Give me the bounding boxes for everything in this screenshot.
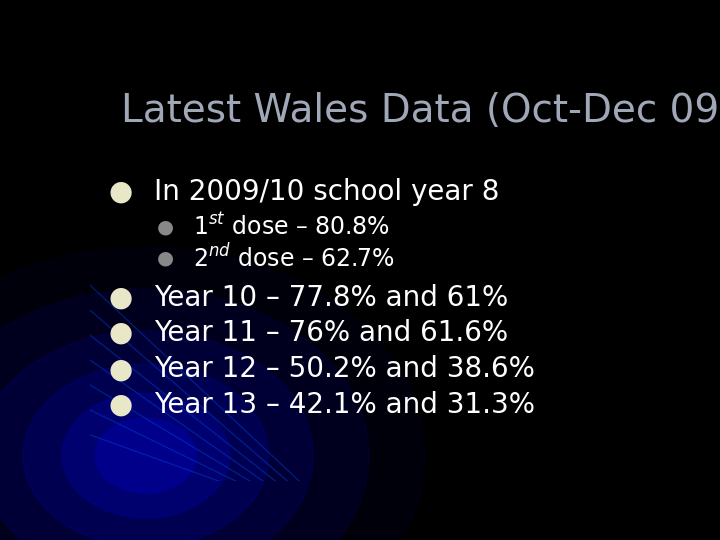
Text: Year 10 – 77.8% and 61%: Year 10 – 77.8% and 61%	[154, 284, 508, 312]
Circle shape	[62, 393, 230, 518]
Text: 2$^{nd}$ dose – 62.7%: 2$^{nd}$ dose – 62.7%	[193, 244, 395, 272]
Text: 1$^{st}$ dose – 80.8%: 1$^{st}$ dose – 80.8%	[193, 214, 390, 240]
Text: ●: ●	[109, 319, 132, 347]
Text: In 2009/10 school year 8: In 2009/10 school year 8	[154, 178, 500, 206]
Text: ●: ●	[109, 178, 132, 206]
Text: ●: ●	[109, 355, 132, 383]
Circle shape	[0, 289, 369, 540]
Text: ●: ●	[157, 218, 174, 237]
Circle shape	[0, 248, 425, 540]
Circle shape	[96, 418, 196, 493]
Text: Year 11 – 76% and 61.6%: Year 11 – 76% and 61.6%	[154, 319, 508, 347]
Text: ●: ●	[109, 284, 132, 312]
Text: ●: ●	[109, 390, 132, 418]
Text: Latest Wales Data (Oct-Dec 09): Latest Wales Data (Oct-Dec 09)	[121, 92, 720, 130]
Text: Year 12 – 50.2% and 38.6%: Year 12 – 50.2% and 38.6%	[154, 355, 535, 383]
Circle shape	[23, 364, 269, 540]
Circle shape	[0, 331, 313, 540]
Text: ●: ●	[157, 248, 174, 268]
Text: Year 13 – 42.1% and 31.3%: Year 13 – 42.1% and 31.3%	[154, 390, 535, 418]
